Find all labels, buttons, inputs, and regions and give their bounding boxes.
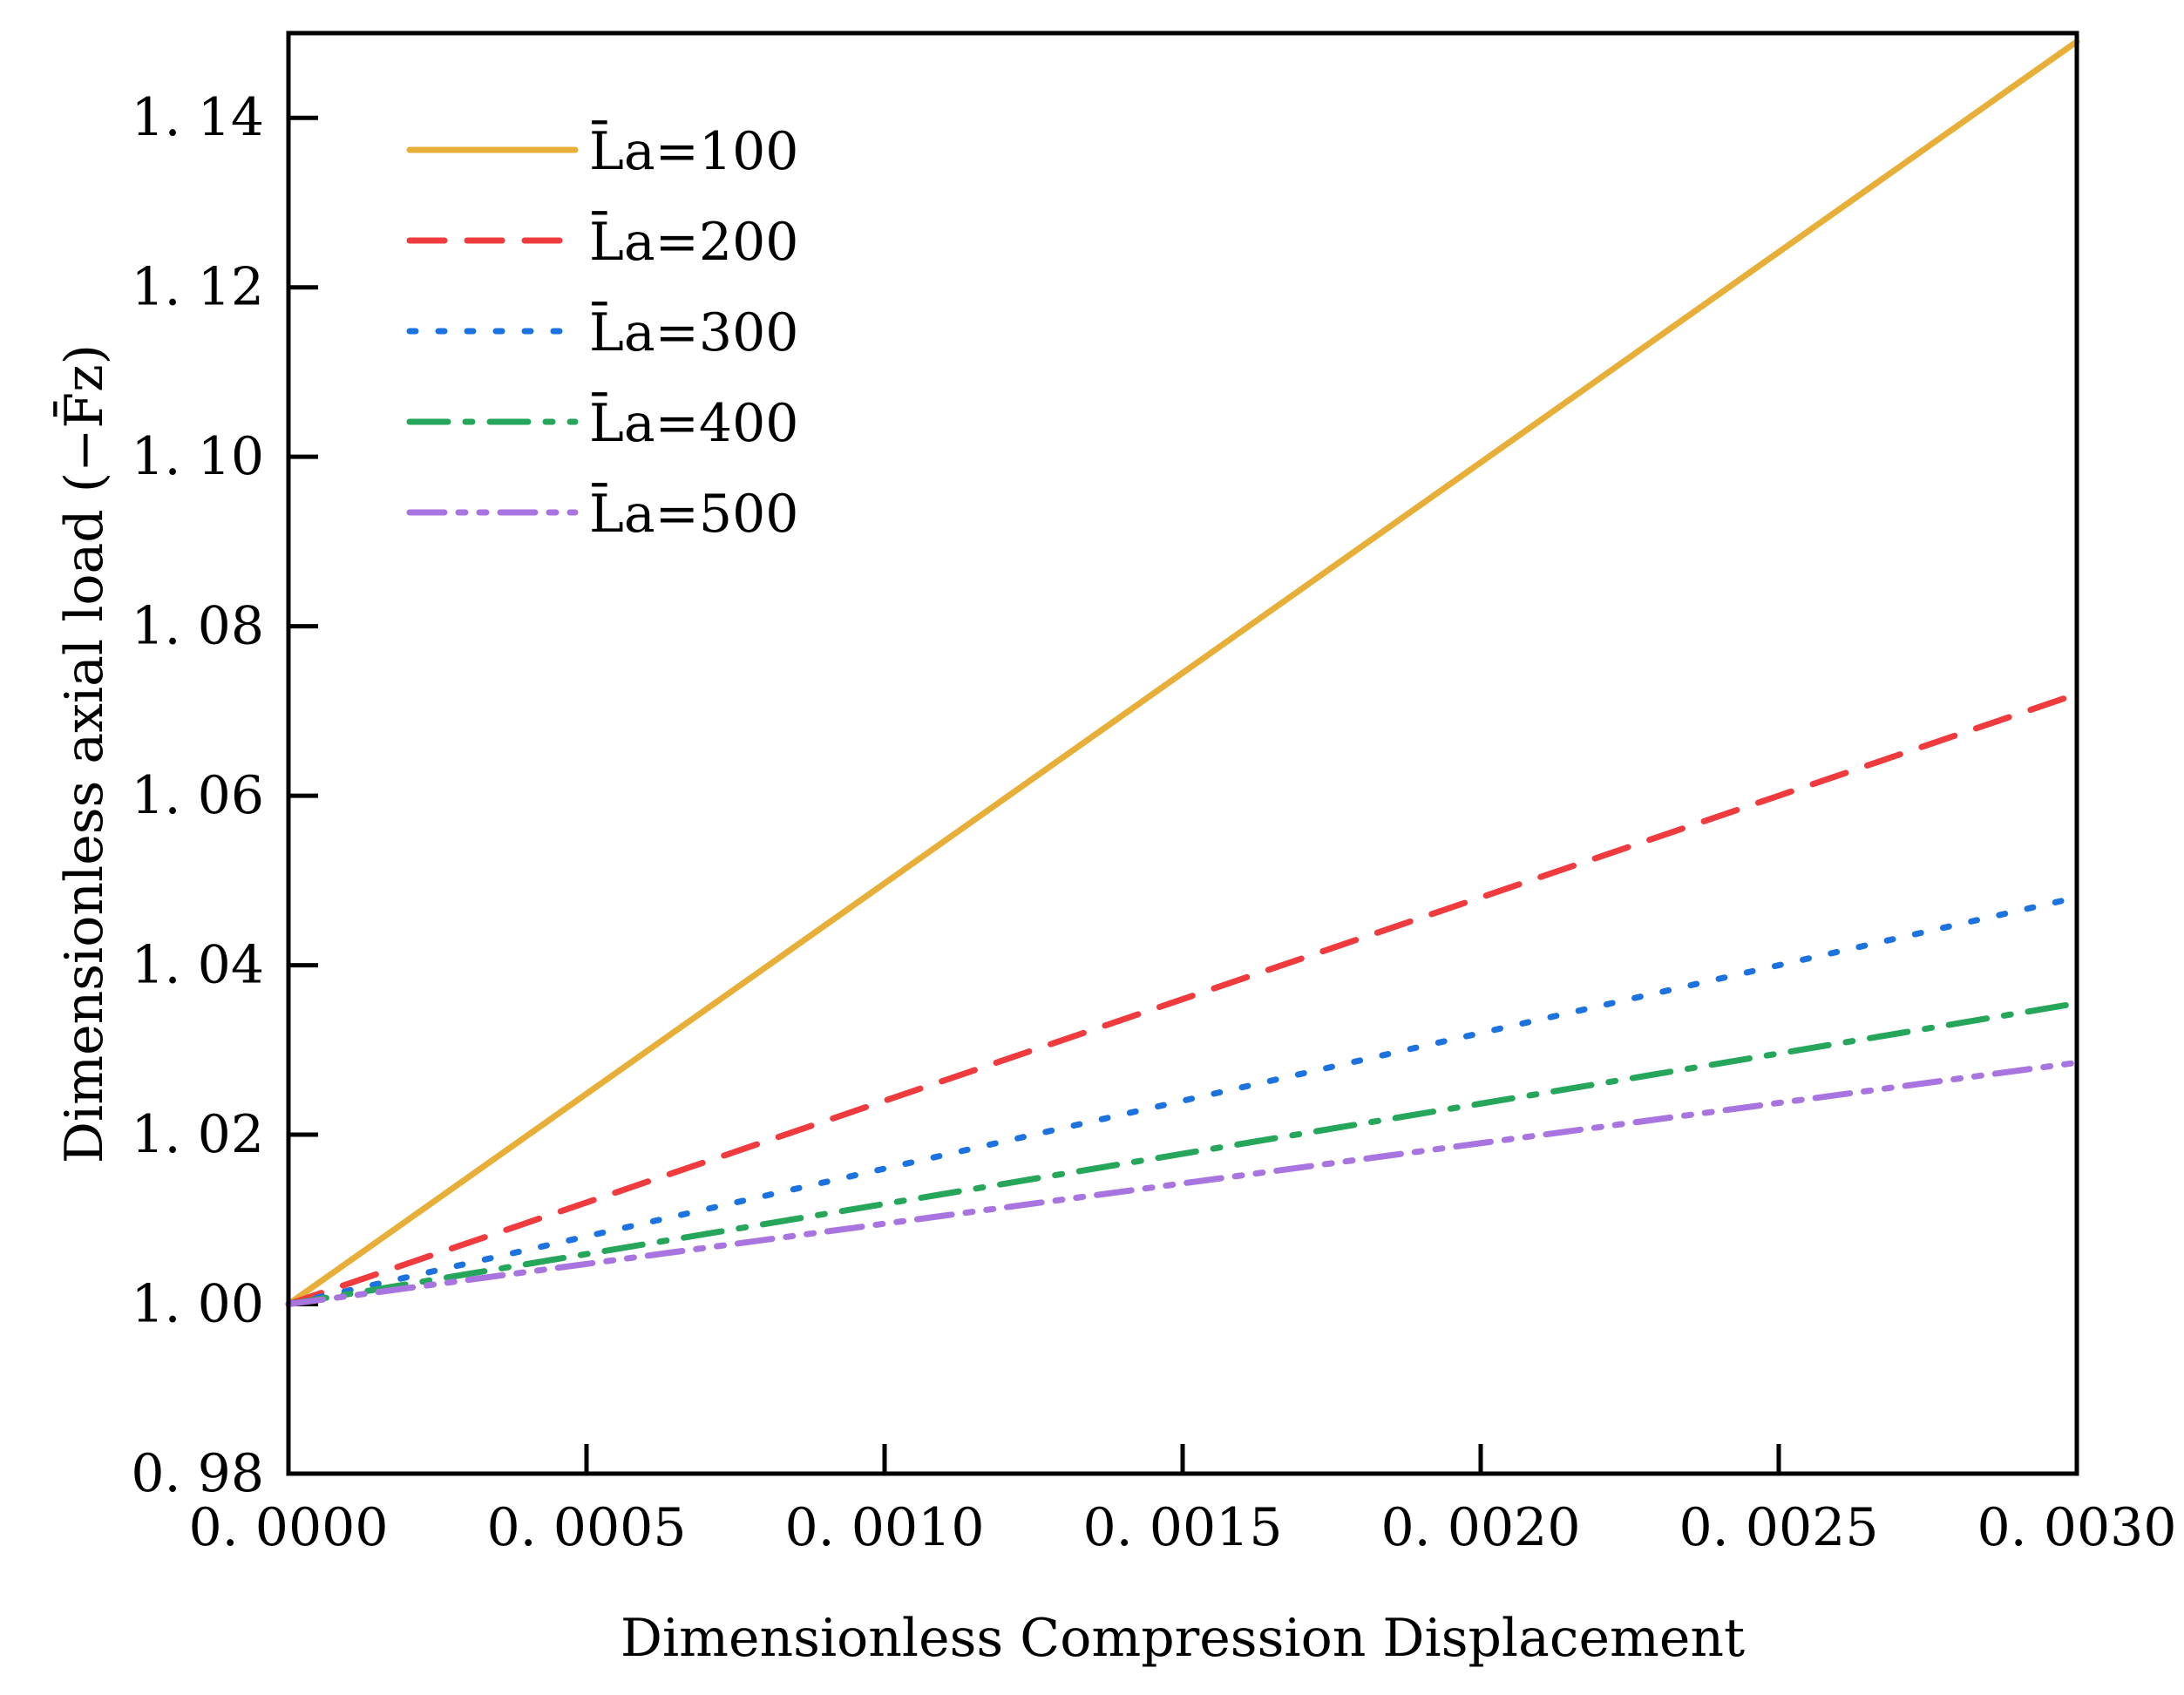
y-tick-label: 0. 98 — [131, 1443, 264, 1504]
legend-label-2: L̄a=200 — [589, 211, 798, 273]
legend-label-3: L̄a=300 — [589, 302, 798, 363]
x-tick-label: 0. 0000 — [188, 1497, 388, 1558]
legend-symbol: L̄a — [589, 211, 655, 273]
y-axis-ticks: 0. 98 1. 00 1. 02 1. 04 1. 06 1. 08 1. 10 1. 12… — [131, 87, 318, 1504]
legend-symbol: L̄a — [589, 120, 655, 182]
legend-label-1: L̄a=100 — [589, 120, 798, 182]
y-axis-title: Dimensionless axial load (−F̄z) — [53, 344, 115, 1163]
y-tick-label: 1. 00 — [131, 1274, 264, 1335]
y-tick-label: 1. 02 — [131, 1104, 264, 1165]
series-line-4 — [285, 1000, 2080, 1308]
legend-value: =500 — [655, 484, 799, 545]
legend-symbol: L̄a — [589, 392, 655, 454]
legend-symbol: L̄a — [589, 483, 655, 545]
plot-frame — [286, 31, 2079, 1476]
series-line-2 — [285, 690, 2080, 1308]
legend-label-5: L̄a=500 — [589, 483, 798, 545]
legend-label-4: L̄a=400 — [589, 392, 798, 454]
legend-value: =200 — [655, 212, 799, 273]
y-tick-label: 1. 04 — [131, 935, 264, 996]
y-tick-label: 1. 14 — [131, 87, 264, 148]
x-axis-title: Dimensionless Compression Displacement — [621, 1608, 1745, 1669]
y-tick-label: 1. 10 — [131, 426, 264, 487]
y-tick-label: 1. 12 — [131, 257, 264, 318]
x-tick-label: 0. 0015 — [1082, 1497, 1282, 1558]
x-axis-ticks: 0. 0000 0. 0005 0. 0010 0. 0015 0. 0020 0. 00… — [188, 1444, 2177, 1558]
y-tick-label: 1. 08 — [131, 596, 264, 657]
legend-value: =300 — [655, 302, 799, 363]
x-tick-label: 0. 0005 — [486, 1497, 686, 1558]
series-line-3 — [285, 894, 2080, 1308]
x-tick-label: 0. 0010 — [784, 1497, 984, 1558]
series-line-5 — [285, 1059, 2080, 1308]
legend-value: =100 — [655, 121, 799, 182]
legend-symbol: L̄a — [589, 302, 655, 363]
series-line-1 — [285, 38, 2080, 1308]
legend-value: =400 — [655, 393, 799, 454]
x-tick-label: 0. 0025 — [1679, 1497, 1878, 1558]
series-lines — [285, 38, 2080, 1308]
x-tick-label: 0. 0030 — [1977, 1497, 2176, 1558]
x-tick-label: 0. 0020 — [1380, 1497, 1580, 1558]
y-tick-label: 1. 06 — [131, 765, 264, 826]
